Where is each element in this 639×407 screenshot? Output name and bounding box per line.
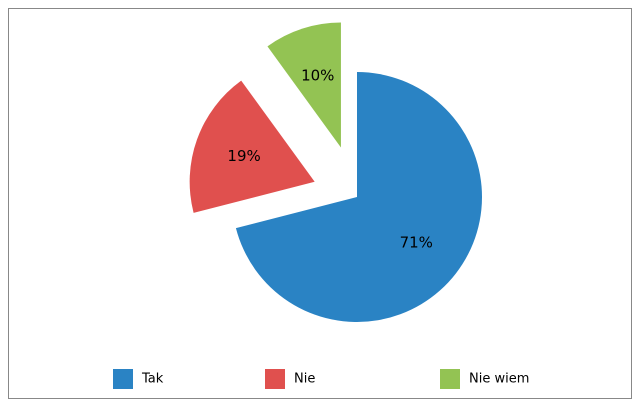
legend-swatch — [265, 369, 285, 389]
pie-slice — [235, 72, 483, 323]
pie-slice — [267, 22, 341, 148]
data-label: 71% — [400, 233, 433, 251]
legend-swatch — [113, 369, 133, 389]
pie-slice — [189, 80, 315, 213]
legend-label: Nie — [294, 372, 315, 387]
legend-label: Tak — [141, 372, 164, 387]
legend-swatch — [440, 369, 460, 389]
data-label: 10% — [301, 67, 334, 85]
legend-label: Nie wiem — [469, 372, 529, 387]
data-label: 19% — [227, 147, 260, 165]
